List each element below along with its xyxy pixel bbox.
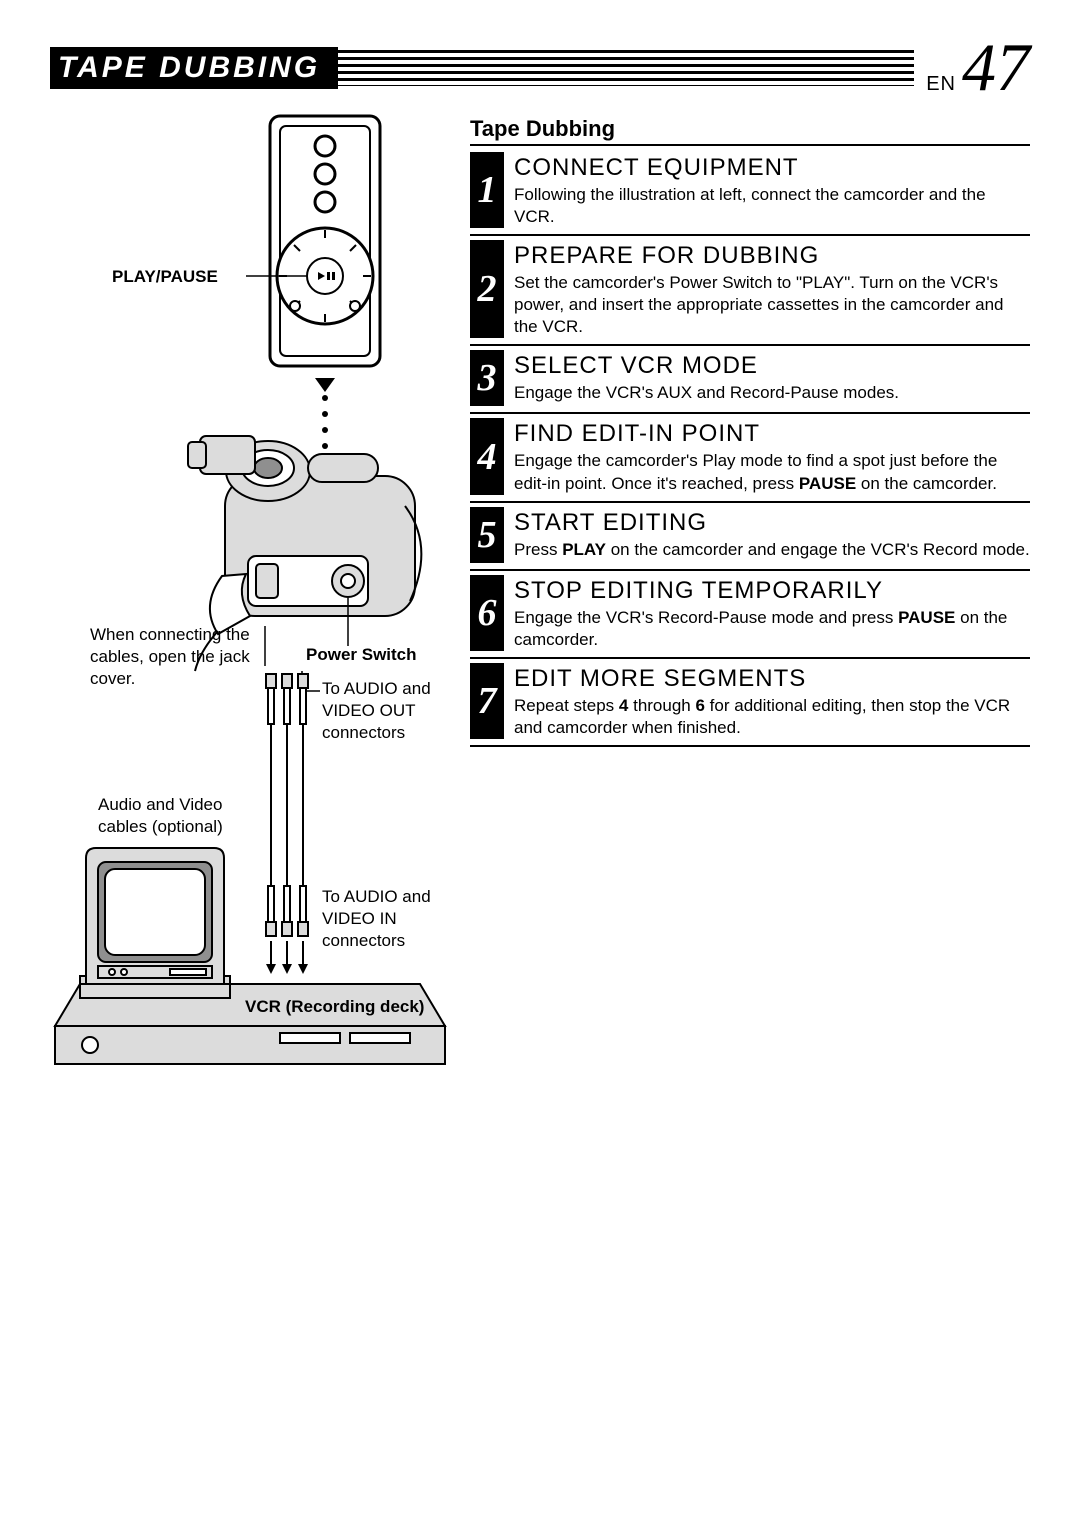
step-body: PREPARE FOR DUBBINGSet the camcorder's P… (514, 240, 1030, 338)
step-body: CONNECT EQUIPMENTFollowing the illustrat… (514, 152, 1030, 228)
step: 1CONNECT EQUIPMENTFollowing the illustra… (470, 150, 1030, 236)
step-body: SELECT VCR MODEEngage the VCR's AUX and … (514, 350, 1030, 406)
step-text: Engage the camcorder's Play mode to find… (514, 450, 1030, 494)
page-header: TAPE DUBBING EN 47 (50, 40, 1030, 96)
remote-illustration (270, 116, 380, 366)
av-out-label: To AUDIO and VIDEO OUT connectors (322, 678, 452, 744)
step-number: 6 (470, 575, 504, 651)
step: 3SELECT VCR MODEEngage the VCR's AUX and… (470, 348, 1030, 414)
play-pause-label: PLAY/PAUSE (112, 266, 218, 288)
section-title: Tape Dubbing (470, 116, 1030, 146)
step-number: 7 (470, 663, 504, 739)
step-number: 5 (470, 507, 504, 563)
step: 5START EDITINGPress PLAY on the camcorde… (470, 505, 1030, 571)
av-in-label: To AUDIO and VIDEO IN connectors (322, 886, 452, 952)
step: 2PREPARE FOR DUBBINGSet the camcorder's … (470, 238, 1030, 346)
step-text: Engage the VCR's Record-Pause mode and p… (514, 607, 1030, 651)
content-row: PLAY/PAUSE When connecting the cables, o… (50, 106, 1030, 1106)
step-number: 3 (470, 350, 504, 406)
page-number-block: EN 47 (926, 40, 1030, 96)
power-switch-label: Power Switch (306, 644, 417, 666)
ir-arrow-icon (315, 378, 335, 392)
vcr-label: VCR (Recording deck) (245, 996, 424, 1018)
step-title: STOP EDITING TEMPORARILY (514, 577, 1030, 605)
step-text: Set the camcorder's Power Switch to "PLA… (514, 272, 1030, 338)
step-body: START EDITINGPress PLAY on the camcorder… (514, 507, 1030, 563)
ir-link-dots (322, 395, 328, 449)
page-number: 47 (962, 40, 1030, 94)
av-cables-label: Audio and Video cables (optional) (98, 794, 258, 838)
instructions-column: Tape Dubbing 1CONNECT EQUIPMENTFollowing… (470, 106, 1030, 1106)
step-title: FIND EDIT-IN POINT (514, 420, 1030, 448)
step-text: Press PLAY on the camcorder and engage t… (514, 539, 1030, 561)
step-number: 1 (470, 152, 504, 228)
rca-plugs-top (266, 674, 308, 724)
steps-list: 1CONNECT EQUIPMENTFollowing the illustra… (470, 150, 1030, 747)
step-number: 4 (470, 418, 504, 494)
header-stripes (338, 50, 914, 86)
step-body: FIND EDIT-IN POINTEngage the camcorder's… (514, 418, 1030, 494)
step-text: Engage the VCR's AUX and Record-Pause mo… (514, 382, 1030, 404)
tv-illustration (80, 848, 230, 998)
step-body: STOP EDITING TEMPORARILYEngage the VCR's… (514, 575, 1030, 651)
diagram-column: PLAY/PAUSE When connecting the cables, o… (50, 106, 450, 1106)
step-text: Following the illustration at left, conn… (514, 184, 1030, 228)
step-title: START EDITING (514, 509, 1030, 537)
step: 6STOP EDITING TEMPORARILYEngage the VCR'… (470, 573, 1030, 659)
step-title: PREPARE FOR DUBBING (514, 242, 1030, 270)
av-cables (271, 724, 303, 886)
into-vcr-arrows (266, 941, 308, 974)
page-title-bar: TAPE DUBBING (50, 47, 338, 89)
connection-diagram (50, 106, 450, 1106)
page-lang: EN (926, 73, 956, 96)
step: 4FIND EDIT-IN POINTEngage the camcorder'… (470, 416, 1030, 502)
step-title: EDIT MORE SEGMENTS (514, 665, 1030, 693)
step-title: SELECT VCR MODE (514, 352, 1030, 380)
step-body: EDIT MORE SEGMENTSRepeat steps 4 through… (514, 663, 1030, 739)
step: 7EDIT MORE SEGMENTSRepeat steps 4 throug… (470, 661, 1030, 747)
jack-cover-note: When connecting the cables, open the jac… (90, 624, 265, 690)
step-title: CONNECT EQUIPMENT (514, 154, 1030, 182)
rca-plugs-bottom (266, 886, 308, 936)
step-text: Repeat steps 4 through 6 for additional … (514, 695, 1030, 739)
step-number: 2 (470, 240, 504, 338)
